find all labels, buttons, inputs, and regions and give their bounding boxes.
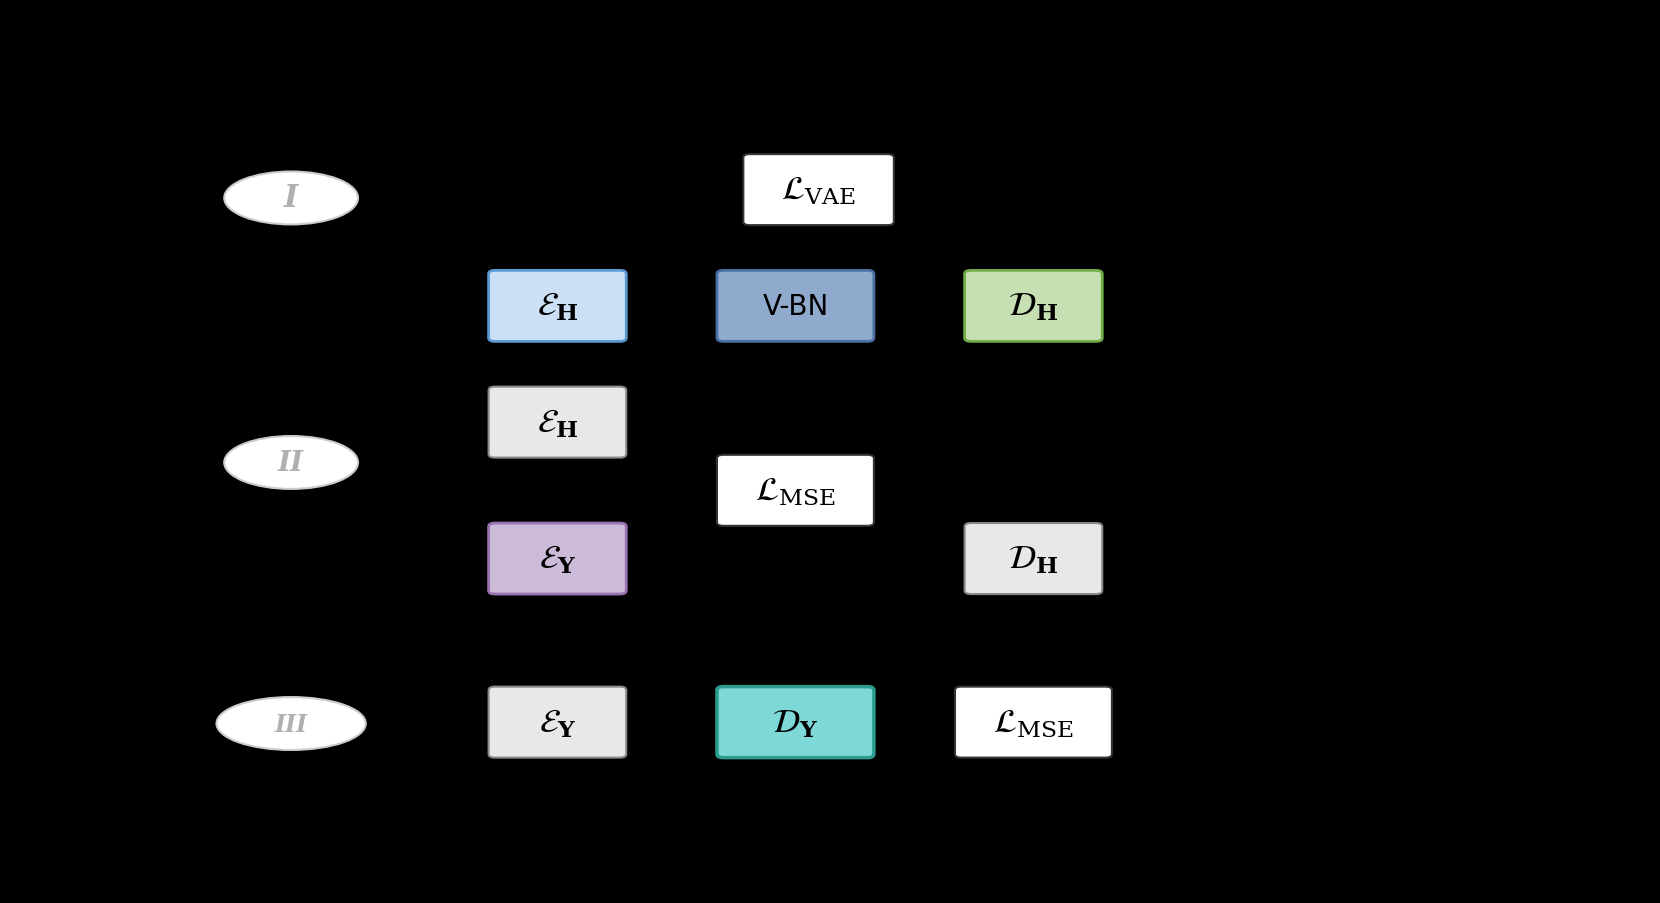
FancyBboxPatch shape bbox=[717, 687, 873, 758]
FancyBboxPatch shape bbox=[717, 455, 873, 526]
FancyBboxPatch shape bbox=[717, 271, 873, 342]
Text: $\mathcal{E}_{\mathbf{H}}$: $\mathcal{E}_{\mathbf{H}}$ bbox=[536, 290, 578, 323]
Ellipse shape bbox=[216, 697, 365, 750]
Ellipse shape bbox=[224, 436, 359, 489]
Text: $\mathcal{D}_{\mathbf{Y}}$: $\mathcal{D}_{\mathbf{Y}}$ bbox=[772, 706, 818, 739]
Text: $\mathcal{L}_{\mathrm{MSE}}$: $\mathcal{L}_{\mathrm{MSE}}$ bbox=[993, 706, 1074, 739]
FancyBboxPatch shape bbox=[488, 687, 626, 758]
Text: $\mathcal{L}_{\mathrm{VAE}}$: $\mathcal{L}_{\mathrm{VAE}}$ bbox=[782, 174, 857, 207]
Ellipse shape bbox=[224, 172, 359, 225]
FancyBboxPatch shape bbox=[744, 155, 893, 226]
Text: $\mathcal{L}_{\mathrm{MSE}}$: $\mathcal{L}_{\mathrm{MSE}}$ bbox=[755, 474, 835, 507]
Text: I: I bbox=[284, 183, 299, 214]
Text: V-BN: V-BN bbox=[762, 293, 828, 321]
Text: $\mathcal{E}_{\mathbf{Y}}$: $\mathcal{E}_{\mathbf{Y}}$ bbox=[538, 706, 576, 739]
Text: $\mathcal{D}_{\mathbf{H}}$: $\mathcal{D}_{\mathbf{H}}$ bbox=[1008, 543, 1059, 575]
Text: II: II bbox=[279, 450, 304, 477]
Text: $\mathcal{E}_{\mathbf{H}}$: $\mathcal{E}_{\mathbf{H}}$ bbox=[536, 406, 578, 439]
Text: $\mathcal{D}_{\mathbf{H}}$: $\mathcal{D}_{\mathbf{H}}$ bbox=[1008, 290, 1059, 323]
FancyBboxPatch shape bbox=[488, 387, 626, 458]
Text: III: III bbox=[274, 712, 307, 736]
FancyBboxPatch shape bbox=[964, 271, 1102, 342]
FancyBboxPatch shape bbox=[964, 524, 1102, 594]
FancyBboxPatch shape bbox=[954, 687, 1112, 758]
Text: $\mathcal{E}_{\mathbf{Y}}$: $\mathcal{E}_{\mathbf{Y}}$ bbox=[538, 543, 576, 575]
FancyBboxPatch shape bbox=[488, 524, 626, 594]
FancyBboxPatch shape bbox=[488, 271, 626, 342]
